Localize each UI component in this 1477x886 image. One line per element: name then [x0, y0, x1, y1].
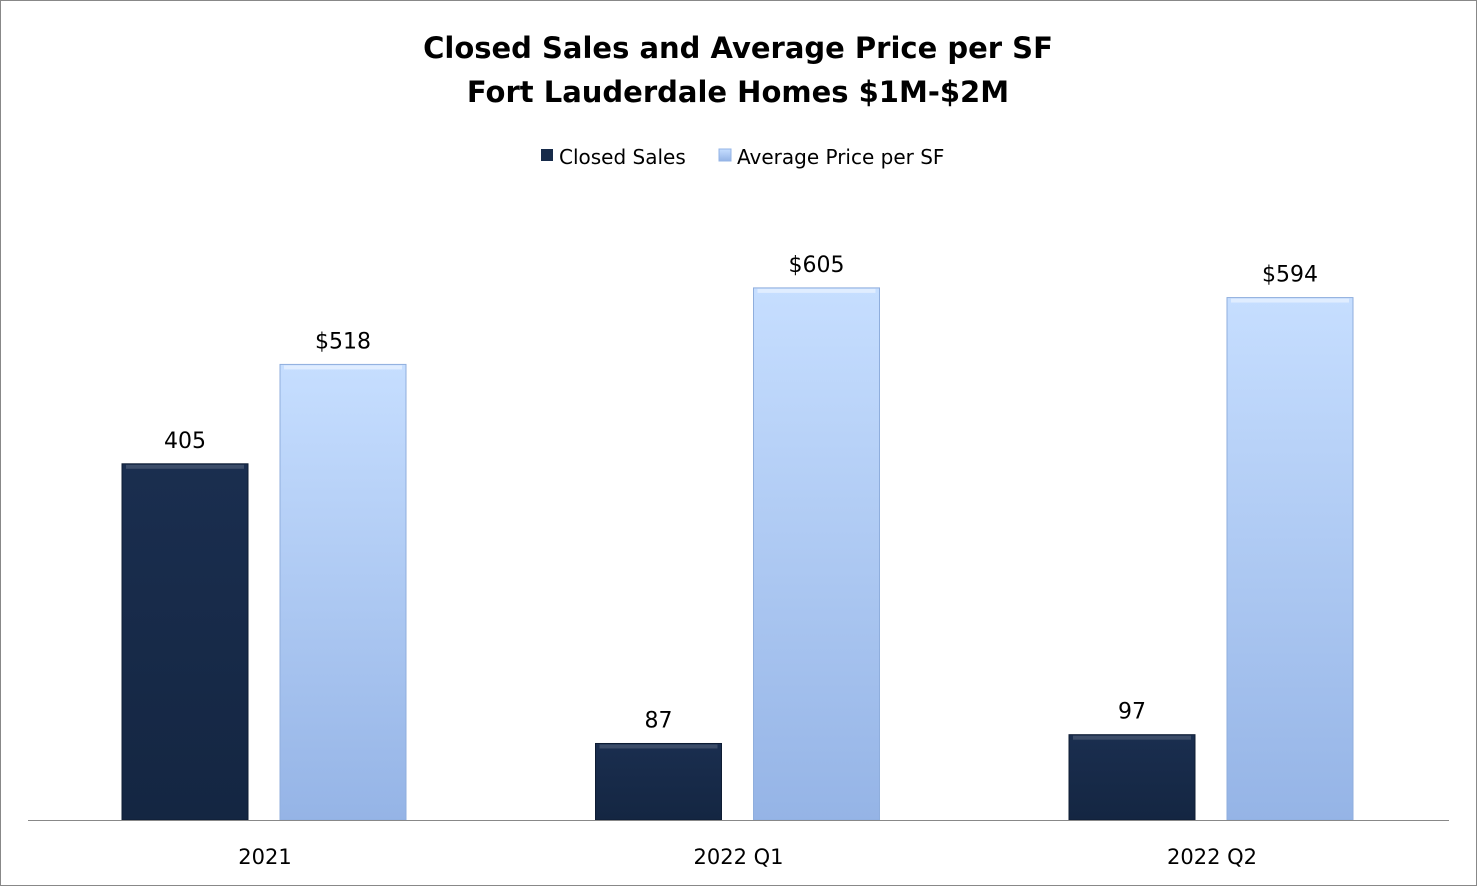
bar-bevel: [1073, 735, 1191, 740]
data-label-average-price-per-sf: $518: [315, 329, 371, 354]
chart-title-line-1: Closed Sales and Average Price per SF: [423, 31, 1053, 65]
bar-closed-sales-2021: [121, 463, 249, 821]
x-axis-tick-labels: 2021 2022 Q1 2022 Q2: [238, 845, 1257, 869]
bar-average-price-per-sf-2021: [279, 363, 407, 821]
x-tick-label: 2022 Q2: [1167, 845, 1257, 869]
legend-label-average-price: Average Price per SF: [737, 145, 944, 169]
x-tick-label: 2021: [238, 845, 291, 869]
legend-swatch-average-price: [718, 148, 732, 162]
bars: 405 $518 87 $605 97 $594: [121, 253, 1354, 821]
bar-closed-sales-2022-q2: [1068, 734, 1196, 821]
x-tick-label: 2022 Q1: [693, 845, 783, 869]
bar-bevel: [757, 288, 876, 293]
data-label-closed-sales: 87: [645, 708, 673, 733]
bar-bevel: [599, 744, 718, 749]
data-label-closed-sales: 97: [1118, 700, 1146, 725]
bar-average-price-per-sf-2022-q1: [753, 287, 880, 821]
data-label-closed-sales: 405: [164, 429, 206, 454]
bar-bevel: [126, 464, 244, 469]
bar-average-price-per-sf-2022-q2: [1226, 297, 1354, 821]
data-label-average-price-per-sf: $594: [1262, 263, 1318, 288]
legend-swatch-closed-sales: [541, 149, 553, 161]
data-label-average-price-per-sf: $605: [789, 253, 845, 278]
chart-title-line-2: Fort Lauderdale Homes $1M-$2M: [467, 75, 1009, 109]
bar-bevel: [284, 365, 402, 370]
bar-closed-sales-2022-q1: [595, 742, 722, 821]
legend: Closed Sales Average Price per SF: [541, 145, 944, 169]
bar-bevel: [1231, 298, 1349, 303]
legend-label-closed-sales: Closed Sales: [559, 145, 686, 169]
